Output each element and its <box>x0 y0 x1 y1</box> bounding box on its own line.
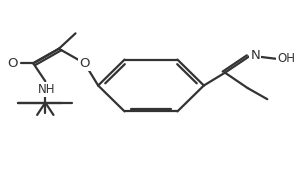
Text: N: N <box>250 49 260 62</box>
Text: NH: NH <box>38 83 56 96</box>
Text: O: O <box>79 57 90 70</box>
Text: O: O <box>7 57 17 70</box>
Text: OH: OH <box>277 52 295 65</box>
